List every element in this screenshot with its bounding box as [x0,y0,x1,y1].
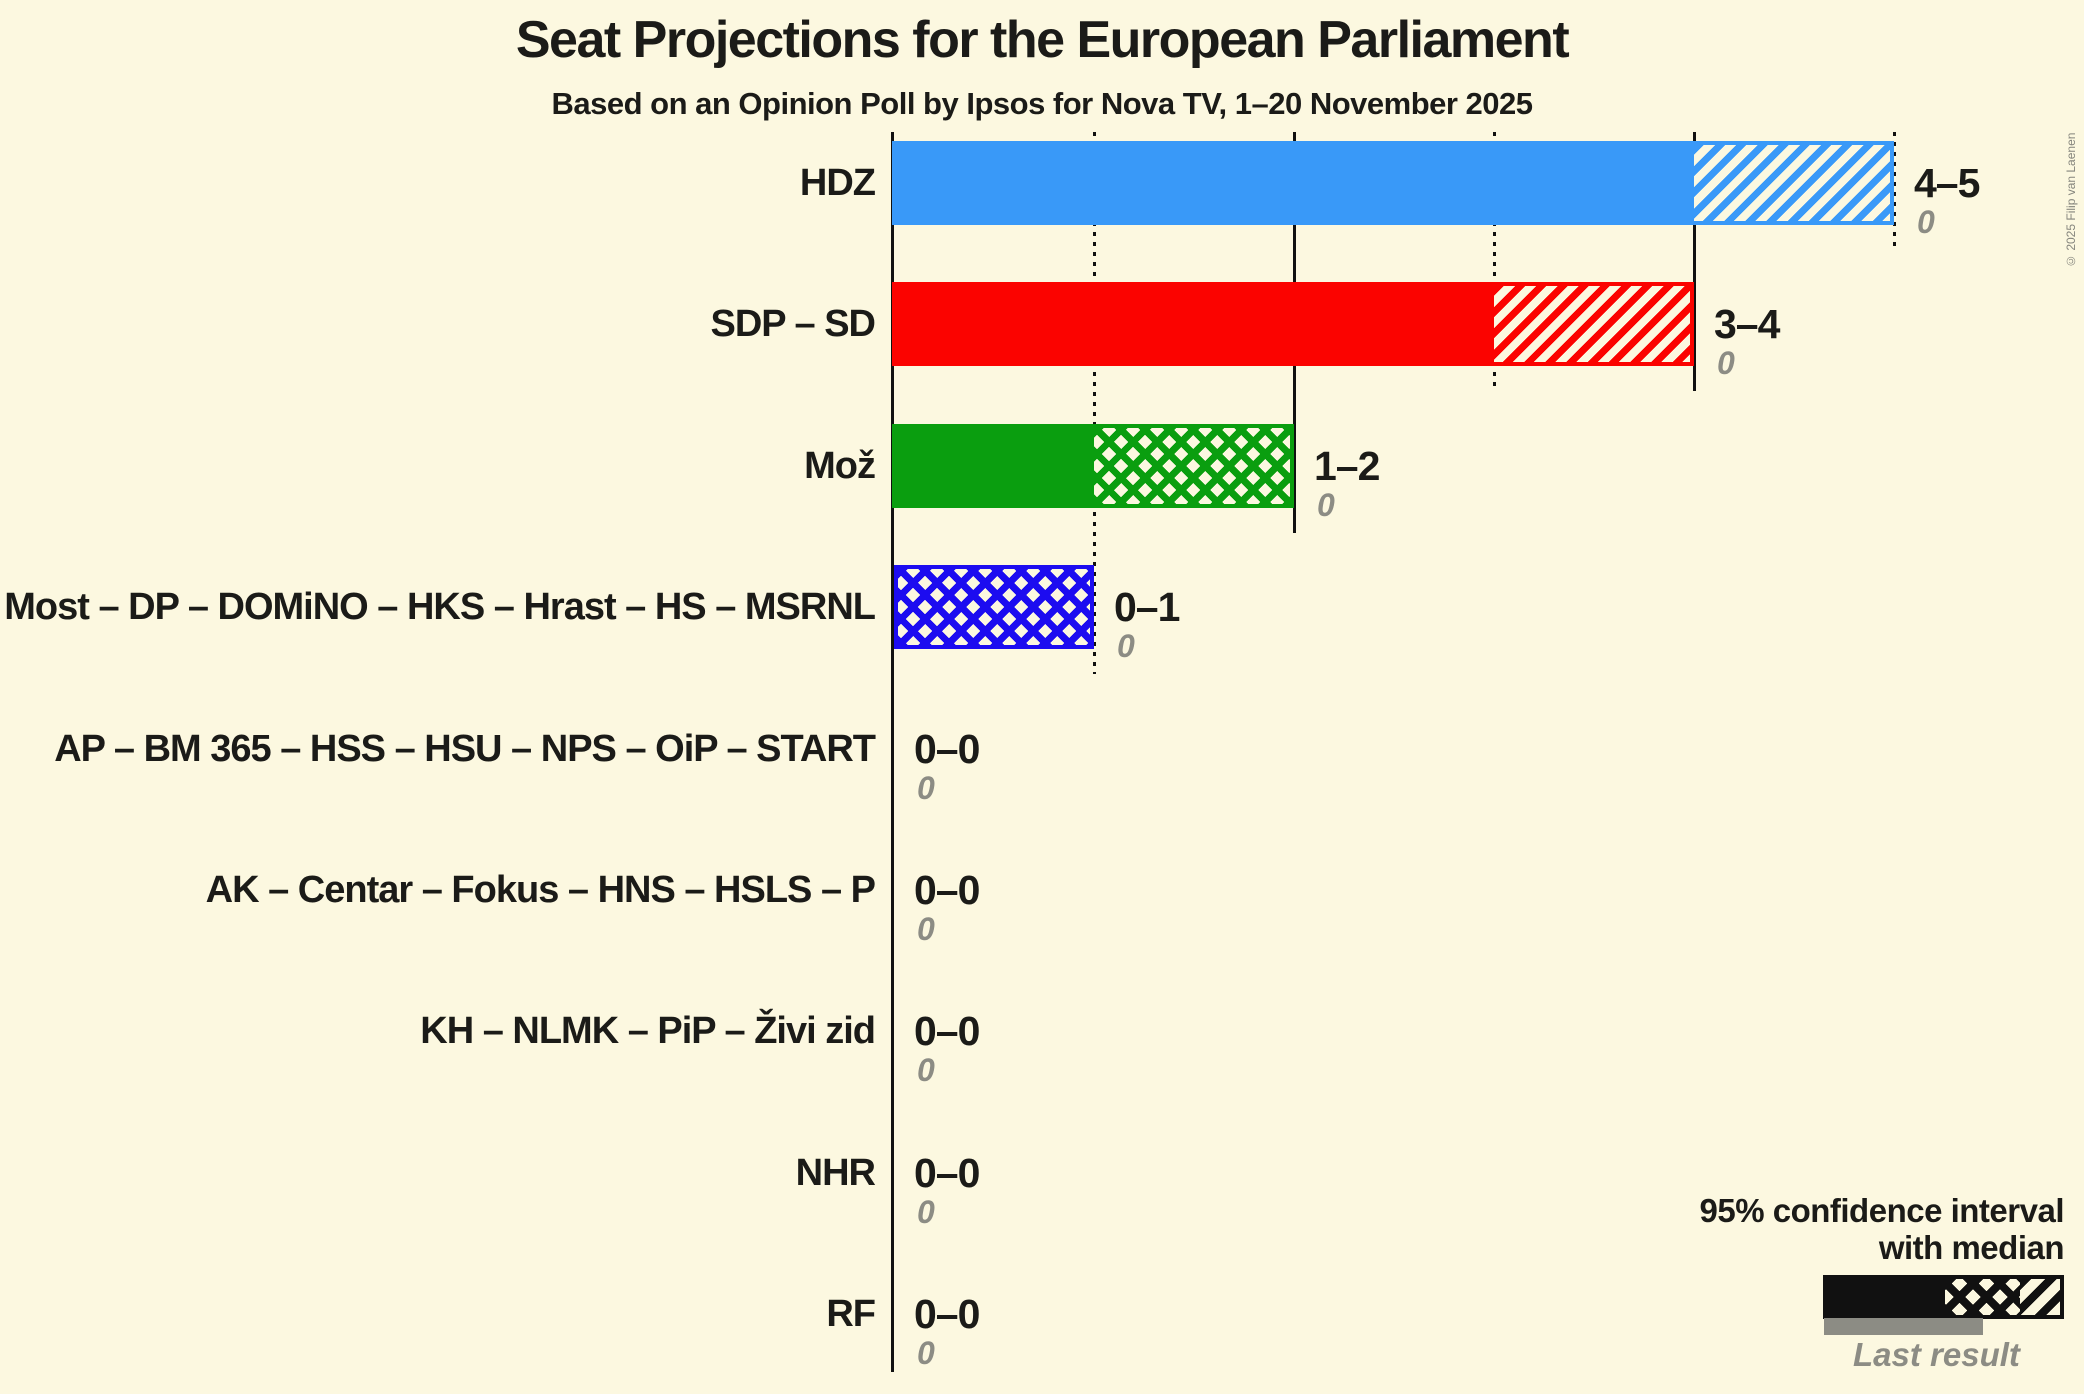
last-result-label: 0 [917,770,935,806]
party-label: SDP – SD [710,303,876,345]
last-result-label: 0 [1717,345,1735,381]
legend-last-result-label: Last result [1853,1336,2020,1373]
party-label: RF [826,1293,876,1335]
legend-title-line1: 95% confidence interval [1699,1192,2065,1229]
bar-solid [892,282,1494,366]
party-label: NHR [795,1152,876,1194]
value-range-label: 1–2 [1314,443,1380,489]
page-subtitle: Based on an Opinion Poll by Ipsos for No… [551,86,1533,121]
last-result-label: 0 [1917,204,1935,240]
legend-title-line2: with median [1878,1229,2065,1266]
party-label: AK – Centar – Fokus – HNS – HSLS – P [205,869,876,911]
value-range-label: 0–0 [914,1008,980,1054]
value-range-label: 0–0 [914,726,980,772]
value-group: 1–2 0 [1314,443,1380,523]
last-result-label: 0 [1317,487,1335,523]
last-result-label: 0 [917,911,935,947]
party-label: KH – NLMK – PiP – Živi zid [420,1010,876,1052]
legend-sample-bar [1823,1275,2064,1319]
gridline-seat-0 [891,132,894,1372]
copyright-note: © 2025 Filip van Laenen [2064,132,2078,268]
value-group: 0–0 0 [914,726,980,806]
bar-ci-crosshatch [1094,424,1294,508]
bar-ci-diagonal [1694,141,1894,225]
legend-solid-segment [1827,1279,1945,1315]
party-label: Mož [804,445,876,487]
party-label: Most – DP – DOMiNO – HKS – Hrast – HS – … [4,586,876,628]
value-range-label: 0–0 [914,1291,980,1337]
value-range-label: 4–5 [1914,160,1980,206]
value-group: 4–5 0 [1914,160,1980,240]
last-result-label: 0 [917,1194,935,1230]
party-label: AP – BM 365 – HSS – HSU – NPS – OiP – ST… [54,728,876,770]
legend-last-result-bar [1824,1318,1983,1335]
legend-crosshatch-segment [1944,1279,2021,1315]
party-label: HDZ [799,162,876,204]
last-result-label: 0 [917,1052,935,1088]
value-group: 0–0 0 [914,867,980,947]
value-group: 3–4 0 [1714,301,1780,381]
bar-ci-diagonal [1494,282,1694,366]
gridline-seat-5 [1893,132,1896,250]
value-range-label: 0–1 [1114,584,1180,630]
last-result-label: 0 [917,1335,935,1371]
legend-diagonal-segment [2020,1279,2060,1315]
bar-solid [892,424,1094,508]
legend-title: 95% confidence interval with median [1699,1192,2065,1266]
value-group: 0–0 0 [914,1008,980,1088]
value-range-label: 0–0 [914,867,980,913]
gridline-seat-3 [1493,132,1496,391]
bar-solid [892,141,1694,225]
gridline-seat-1 [1093,132,1096,674]
gridline-seat-4 [1693,132,1696,391]
value-group: 0–0 0 [914,1291,980,1371]
value-range-label: 3–4 [1714,301,1780,347]
page-title: Seat Projections for the European Parlia… [515,11,1570,69]
value-range-label: 0–0 [914,1150,980,1196]
last-result-label: 0 [1117,628,1135,664]
value-group: 0–1 0 [1114,584,1180,664]
bar-ci-crosshatch [894,565,1094,649]
value-group: 0–0 0 [914,1150,980,1230]
